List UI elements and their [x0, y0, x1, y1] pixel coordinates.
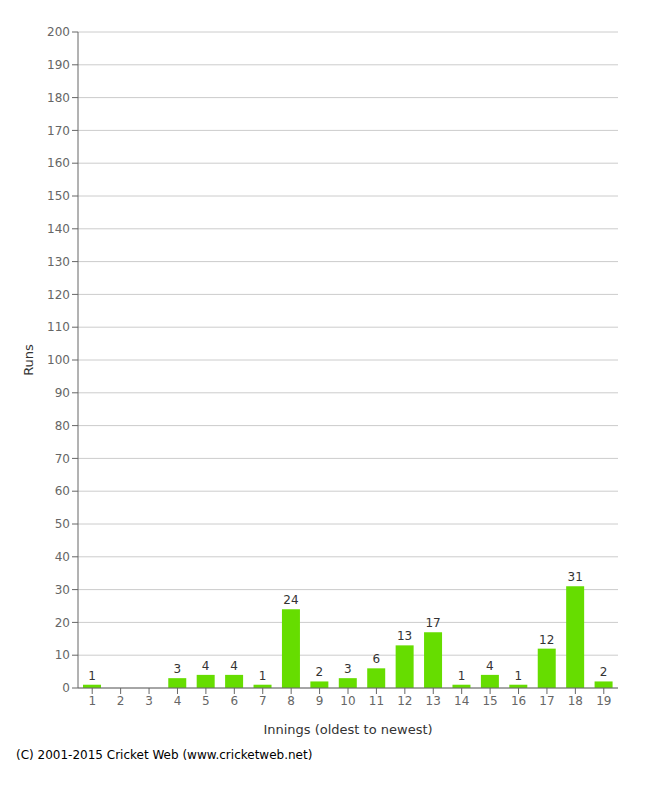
svg-text:4: 4 — [230, 659, 238, 673]
svg-text:3: 3 — [344, 662, 352, 676]
svg-text:4: 4 — [486, 659, 494, 673]
svg-text:30: 30 — [55, 583, 70, 597]
svg-text:6: 6 — [372, 652, 380, 666]
svg-text:5: 5 — [202, 694, 210, 708]
svg-text:0: 0 — [62, 681, 70, 695]
svg-text:170: 170 — [47, 124, 70, 138]
svg-text:3: 3 — [145, 694, 153, 708]
svg-text:24: 24 — [283, 593, 298, 607]
svg-text:1: 1 — [88, 669, 96, 683]
svg-text:13: 13 — [426, 694, 441, 708]
svg-text:100: 100 — [47, 353, 70, 367]
svg-text:31: 31 — [568, 570, 583, 584]
svg-text:80: 80 — [55, 419, 70, 433]
svg-text:40: 40 — [55, 550, 70, 564]
svg-text:Runs: Runs — [21, 344, 36, 376]
svg-text:17: 17 — [539, 694, 554, 708]
svg-text:110: 110 — [47, 320, 70, 334]
svg-text:7: 7 — [259, 694, 267, 708]
svg-text:200: 200 — [47, 25, 70, 39]
svg-text:17: 17 — [425, 616, 440, 630]
svg-text:12: 12 — [539, 633, 554, 647]
svg-text:1: 1 — [88, 694, 96, 708]
svg-text:3: 3 — [173, 662, 181, 676]
svg-text:9: 9 — [316, 694, 324, 708]
svg-text:20: 20 — [55, 616, 70, 630]
svg-text:180: 180 — [47, 91, 70, 105]
svg-text:14: 14 — [454, 694, 469, 708]
svg-text:50: 50 — [55, 517, 70, 531]
svg-text:8: 8 — [287, 694, 295, 708]
svg-text:1: 1 — [259, 669, 267, 683]
svg-text:6: 6 — [230, 694, 238, 708]
svg-text:160: 160 — [47, 156, 70, 170]
svg-text:2: 2 — [316, 665, 324, 679]
html-text:(C) 2001-2015 Cricket Web (www: (C) 2001-2015 Cricket Web (www.cricketwe… — [16, 748, 313, 762]
svg-text:70: 70 — [55, 452, 70, 466]
svg-text:18: 18 — [568, 694, 583, 708]
svg-text:11: 11 — [369, 694, 384, 708]
svg-text:4: 4 — [174, 694, 182, 708]
svg-text:19: 19 — [596, 694, 611, 708]
svg-text:10: 10 — [340, 694, 355, 708]
svg-text:12: 12 — [397, 694, 412, 708]
svg-text:90: 90 — [55, 386, 70, 400]
svg-text:4: 4 — [202, 659, 210, 673]
svg-text:15: 15 — [482, 694, 497, 708]
svg-text:13: 13 — [397, 629, 412, 643]
svg-text:1: 1 — [458, 669, 466, 683]
svg-text:1: 1 — [514, 669, 522, 683]
svg-text:140: 140 — [47, 222, 70, 236]
svg-text:150: 150 — [47, 189, 70, 203]
svg-text:2: 2 — [600, 665, 608, 679]
svg-text:190: 190 — [47, 58, 70, 72]
svg-text:Innings (oldest to newest): Innings (oldest to newest) — [263, 722, 432, 737]
svg-text:10: 10 — [55, 648, 70, 662]
svg-text:130: 130 — [47, 255, 70, 269]
svg-text:16: 16 — [511, 694, 526, 708]
svg-text:120: 120 — [47, 288, 70, 302]
svg-text:60: 60 — [55, 484, 70, 498]
svg-text:2: 2 — [117, 694, 125, 708]
